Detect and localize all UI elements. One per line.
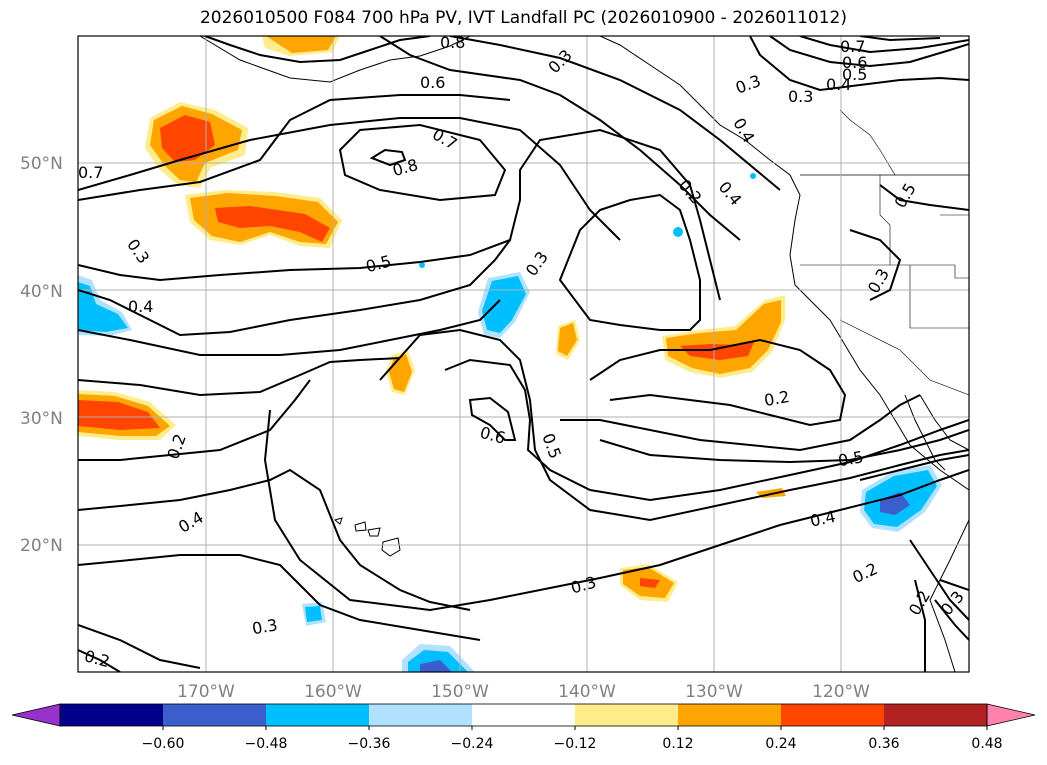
- anomaly-patch: [640, 578, 660, 588]
- longitude-labels: 170°W 160°W 150°W 140°W 130°W 120°W: [177, 682, 870, 702]
- contour-label: 0.2: [763, 387, 791, 410]
- colorbar-border: [59, 703, 988, 727]
- lon-label: 170°W: [177, 682, 235, 702]
- latitude-labels: 50°N 40°N 30°N 20°N: [20, 154, 63, 556]
- lon-label: 140°W: [558, 682, 616, 702]
- colorbar-segment: [369, 704, 473, 726]
- colorbar: −0.60 −0.48 −0.36 −0.24 −0.12 0.12 0.24 0.36 0.4…: [11, 703, 1036, 752]
- contour-label: 0.5: [842, 65, 867, 84]
- anomaly-patch: [78, 400, 160, 430]
- colorbar-tick-label: 0.12: [662, 736, 693, 752]
- colorbar-tick-label: 0.36: [868, 736, 899, 752]
- colorbar-segment: [884, 704, 988, 726]
- pv-contours: [78, 36, 969, 672]
- contour-label: 0.3: [788, 87, 813, 106]
- contour-label: 0.4: [128, 297, 153, 316]
- contour-label: 0.7: [78, 163, 103, 182]
- lat-label: 20°N: [20, 536, 63, 556]
- colorbar-segment: [266, 704, 370, 726]
- colorbar-extend-max: [986, 703, 1036, 727]
- colorbar-segment: [678, 704, 782, 726]
- colorbar-tick-label: −0.48: [245, 736, 288, 752]
- lon-label: 150°W: [431, 682, 489, 702]
- lat-label: 40°N: [20, 282, 63, 302]
- lat-label: 50°N: [20, 154, 63, 174]
- anomaly-patch: [673, 227, 683, 237]
- anomaly-patch: [305, 606, 322, 622]
- anomaly-patch: [419, 262, 425, 268]
- lon-label: 120°W: [812, 682, 870, 702]
- contour-label: 0.6: [842, 53, 867, 72]
- contour-label: 0.7: [840, 37, 865, 56]
- lat-label: 30°N: [20, 409, 63, 429]
- colorbar-segment: [575, 704, 679, 726]
- contour-label: 0.3: [251, 615, 279, 638]
- anomaly-patch: [215, 206, 330, 242]
- contour-label: 0.4: [808, 507, 837, 531]
- land-north-america: [78, 36, 969, 672]
- lon-label: 160°W: [304, 682, 362, 702]
- anomaly-patch: [160, 115, 215, 162]
- colorbar-extend-min: [11, 703, 61, 727]
- colorbar-tick-label: −0.24: [451, 736, 494, 752]
- anomaly-patch: [266, 36, 336, 53]
- anomaly-patch: [750, 173, 756, 179]
- anomaly-patch: [558, 323, 577, 356]
- colorbar-tick-label: 0.24: [765, 736, 796, 752]
- hawaii-islands: [333, 517, 401, 557]
- colorbar-tick-label: −0.36: [348, 736, 391, 752]
- contour-label: 0.5: [837, 447, 865, 470]
- contour-label: 0.8: [440, 33, 465, 52]
- contour-label: 0.4: [826, 75, 851, 94]
- colorbar-tick-label: −0.60: [142, 736, 185, 752]
- map-title: 2026010500 F084 700 hPa PV, IVT Landfall…: [199, 8, 847, 28]
- colorbar-segment: [472, 704, 576, 726]
- map-frame: [77, 35, 970, 673]
- colorbar-segment: [163, 704, 267, 726]
- lon-label: 130°W: [685, 682, 743, 702]
- colorbar-tick-label: 0.48: [971, 736, 1002, 752]
- colorbar-segment: [60, 704, 164, 726]
- colorbar-tick-label: −0.12: [554, 736, 597, 752]
- contour-label: 0.6: [420, 73, 445, 92]
- anomaly-patch: [420, 660, 452, 672]
- colorbar-segment: [781, 704, 885, 726]
